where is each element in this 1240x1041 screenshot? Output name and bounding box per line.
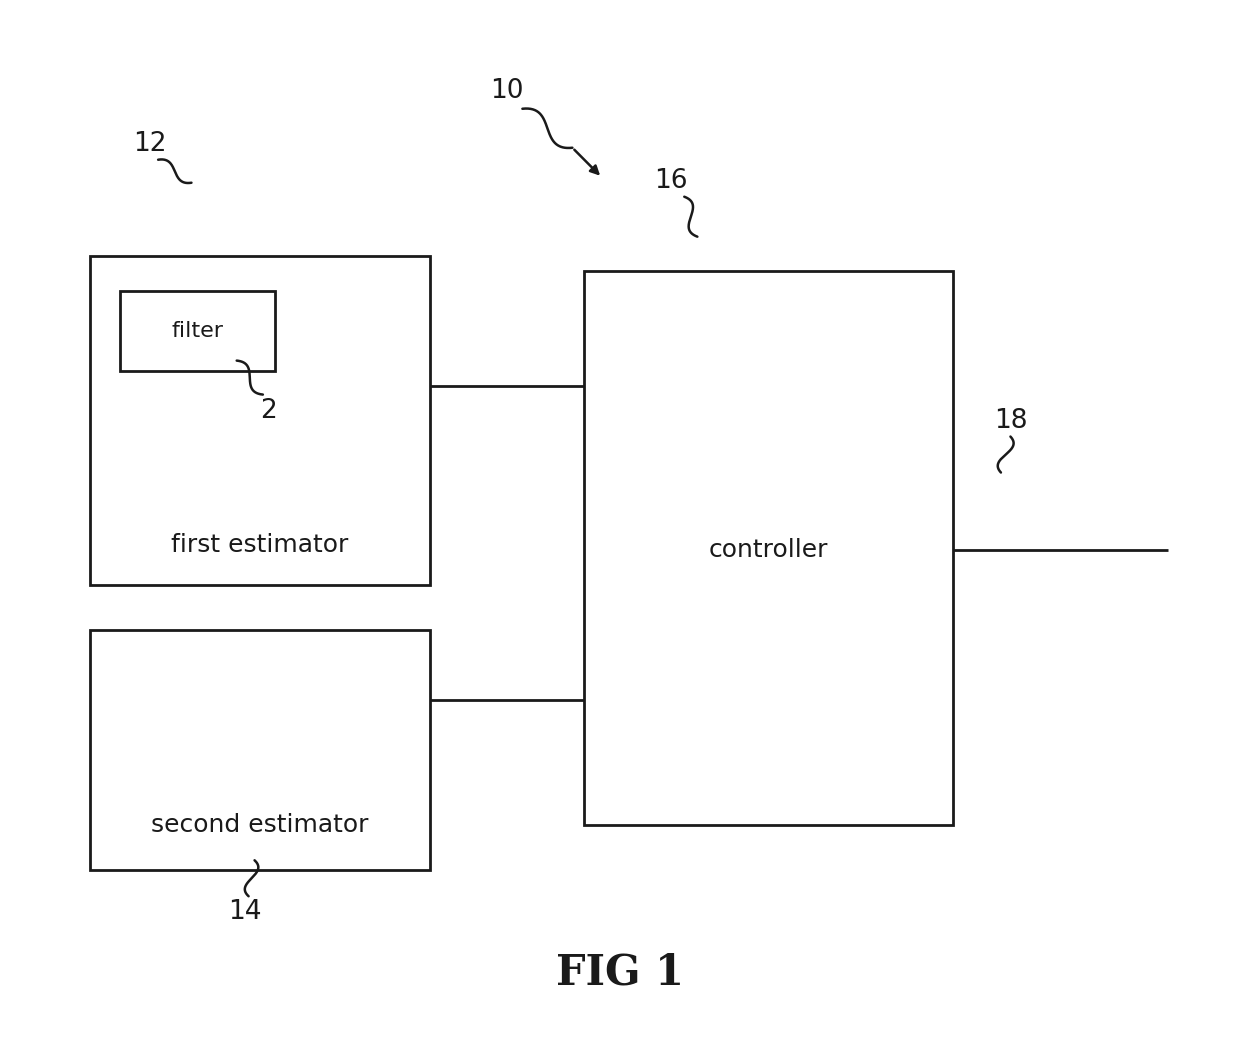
Text: first estimator: first estimator bbox=[171, 533, 348, 558]
Text: 16: 16 bbox=[655, 168, 688, 194]
Bar bbox=[584, 271, 954, 826]
Text: 12: 12 bbox=[133, 131, 166, 157]
Text: second estimator: second estimator bbox=[150, 813, 368, 837]
Bar bbox=[91, 631, 429, 870]
Bar bbox=[91, 256, 429, 585]
Text: 10: 10 bbox=[490, 78, 523, 104]
Text: 14: 14 bbox=[228, 899, 262, 925]
Text: controller: controller bbox=[709, 538, 828, 562]
Text: FIG 1: FIG 1 bbox=[556, 951, 684, 993]
Text: 2: 2 bbox=[260, 398, 278, 424]
Bar bbox=[120, 290, 275, 371]
Text: filter: filter bbox=[171, 321, 223, 340]
Text: 18: 18 bbox=[993, 408, 1027, 433]
